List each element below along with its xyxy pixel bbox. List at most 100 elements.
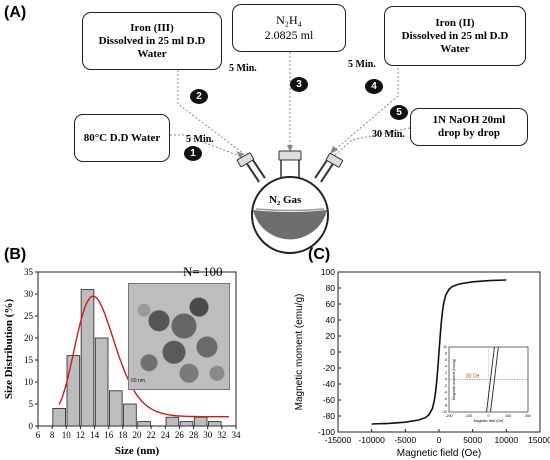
step-1-badge: 1: [184, 146, 202, 161]
inset-x-tick-label: -100: [465, 414, 472, 418]
water-label: 80°C D.D Water: [83, 131, 161, 144]
inset-y-tick-label: 6: [445, 358, 447, 362]
inset-loop-branch: [486, 346, 495, 413]
x-tick-label: 15000: [528, 435, 550, 445]
three-neck-flask: [236, 150, 344, 254]
histogram-bar: [109, 390, 123, 427]
sample-count: N= 100: [183, 264, 223, 279]
x-tick-label: 10000: [495, 435, 519, 445]
iron2-desc2: Water: [440, 42, 470, 55]
y-tick-label: 80: [326, 283, 336, 293]
naoh-box: 1N NaOH 20ml drop by drop: [410, 108, 528, 146]
panel-a-label: (A): [4, 4, 27, 21]
step-2-badge: 2: [190, 89, 208, 104]
x-tick-label: 22: [147, 430, 156, 440]
inset-y-tick-label: 8: [445, 352, 447, 356]
y-tick-label: 30: [24, 289, 34, 299]
inset-y-tick-label: -4: [444, 391, 447, 395]
iron3-desc2: Water: [137, 47, 167, 60]
inset-y-axis-title: Magnetic moment (emu/g): [452, 359, 456, 400]
water-box: 80°C D.D Water: [74, 114, 170, 162]
iron2-box: Iron (II) Dissolved in 25 ml D.D Water: [384, 6, 526, 66]
inset-y-tick-label: 4: [445, 365, 447, 369]
x-tick-label: -15000: [325, 435, 352, 445]
inset-y-tick-label: 10: [443, 345, 447, 349]
y-tick-label: -100: [318, 427, 335, 437]
y-axis-title: Size Distribution (%): [3, 299, 15, 400]
inset-y-tick-label: 2: [445, 371, 447, 375]
histogram-bar: [80, 289, 95, 427]
inset-annotation: 30 Oe: [466, 374, 480, 380]
y-tick-label: 0: [29, 421, 34, 431]
step-4-badge: 4: [365, 79, 383, 94]
n2h4-formula: N₂H₄: [276, 13, 302, 27]
x-tick-label: 20: [133, 430, 143, 440]
step-5-badge: 5: [390, 105, 408, 120]
x-tick-label: 30: [203, 430, 213, 440]
inset-loop-branch: [490, 346, 499, 413]
histogram-bar: [137, 421, 151, 427]
x-tick-label: 32: [217, 430, 226, 440]
x-tick-label: 6: [36, 430, 41, 440]
flask-gas-label: N₂ Gas: [269, 194, 302, 206]
arrowhead: [236, 151, 244, 158]
magnetization-curve: [371, 279, 507, 425]
x-tick-label: 10: [62, 430, 72, 440]
inset-x-axis-title: Magnetic field (Oe): [474, 419, 504, 423]
naoh-desc: drop by drop: [438, 127, 500, 139]
inset-y-tick-label: -6: [444, 397, 447, 401]
y-tick-label: -40: [323, 379, 336, 389]
n2h4-volume: 2.0825 ml: [264, 28, 314, 42]
arrow-iron2: [329, 68, 399, 155]
x-tick-label: 28: [189, 430, 199, 440]
arrow-water: [170, 134, 241, 157]
x-tick-label: 5000: [463, 435, 482, 445]
process-diagram: [170, 52, 411, 254]
tem-image: [128, 283, 230, 390]
y-tick-label: 60: [326, 299, 336, 309]
histogram-bar: [52, 407, 66, 427]
x-axis-title: Magnetic field (Oe): [397, 448, 481, 459]
fit-curve: [58, 295, 229, 418]
iron3-title: Iron (III): [130, 21, 174, 34]
time-label-3: 5 Min.: [348, 59, 376, 70]
arrowhead: [287, 145, 293, 152]
step-3-badge: 3: [290, 77, 308, 92]
naoh-label: 1N NaOH 20ml: [432, 114, 506, 126]
iron2-desc: Dissolved in 25 ml D.D: [401, 29, 509, 42]
y-tick-label: 10: [24, 377, 34, 387]
panel-b-label: (B): [4, 246, 27, 263]
arrowhead: [330, 146, 338, 154]
x-tick-label: -10000: [358, 435, 385, 445]
x-axis-title: Size (nm): [115, 445, 160, 457]
inset-x-tick-label: -200: [445, 414, 452, 418]
y-tick-label: 5: [29, 399, 34, 409]
x-tick-label: 0: [437, 435, 442, 445]
histogram-bar: [179, 421, 194, 427]
inset-x-tick-label: 0: [488, 414, 490, 418]
scale-bar-label: 50 nm: [131, 378, 145, 384]
x-tick-label: 14: [90, 430, 100, 440]
y-tick-label: 20: [326, 331, 336, 341]
y-tick-label: 35: [24, 267, 34, 277]
x-tick-label: 8: [50, 430, 55, 440]
iron2-title: Iron (II): [435, 16, 475, 29]
y-tick-label: 20: [24, 333, 34, 343]
inset-y-tick-label: 0: [445, 378, 447, 382]
iron3-box: Iron (III) Dissolved in 25 ml D.D Water: [82, 12, 222, 70]
inset-x-tick-label: 100: [505, 414, 511, 418]
inset-x-tick-label: 200: [525, 414, 531, 418]
x-tick-label: 34: [232, 430, 242, 440]
n2h4-box: N₂H₄ 2.0825 ml: [232, 4, 346, 52]
arrow-iron3: [177, 70, 245, 155]
x-tick-label: 12: [76, 430, 85, 440]
inset-y-tick-label: -10: [442, 410, 447, 414]
y-tick-label: -80: [323, 411, 336, 421]
time-label-2: 5 Min.: [229, 63, 257, 74]
x-tick-label: 26: [175, 430, 185, 440]
y-tick-label: 40: [326, 315, 336, 325]
y-tick-label: 0: [330, 347, 335, 357]
y-axis-title: Magnetic moment (emu/g): [294, 294, 305, 411]
